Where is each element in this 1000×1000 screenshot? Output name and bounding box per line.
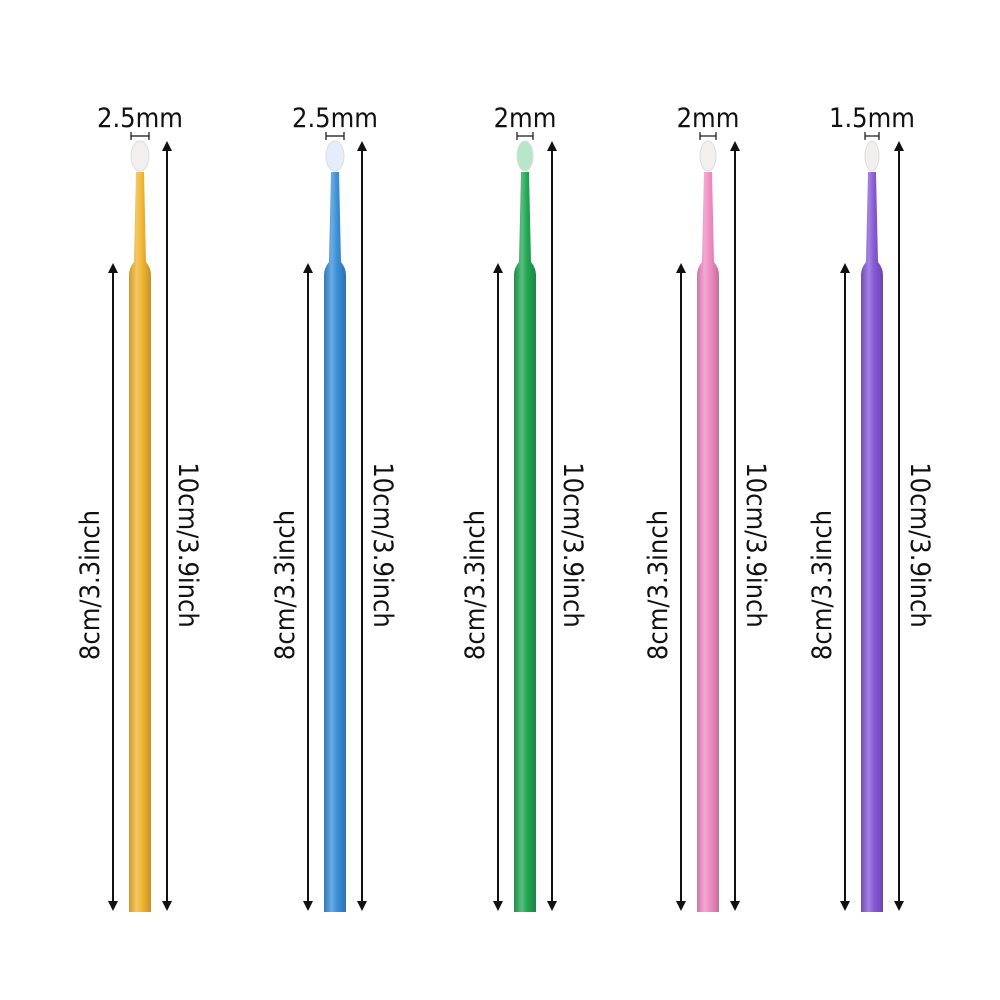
total-length-label: 10cm/3.9inch <box>557 462 588 628</box>
handle-length-label: 8cm/3.3inch <box>75 510 106 660</box>
head-width-label: 2.5mm <box>292 103 378 134</box>
handle-length-label: 8cm/3.3inch <box>643 510 674 660</box>
brush-tip <box>325 140 345 172</box>
brush-group: 2mm 8cm/3.3inch 10cm/3.9inch <box>460 103 588 912</box>
brush-handle <box>129 172 151 912</box>
brush-handle <box>697 172 719 912</box>
head-width-label: 1.5mm <box>829 103 915 134</box>
brush-group: 1.5mm 8cm/3.3inch 10cm/3.9inch <box>807 103 935 912</box>
head-width-label: 2mm <box>677 103 740 134</box>
brush-tip <box>864 140 880 172</box>
brush-handle <box>324 172 346 912</box>
head-width-label: 2.5mm <box>97 103 183 134</box>
brush-group: 2.5mm 8cm/3.3inch 10cm/3.9inch <box>270 103 398 912</box>
brush-tip <box>516 140 534 172</box>
brush-tip <box>699 140 717 172</box>
brush-group: 2.5mm 8cm/3.3inch 10cm/3.9inch <box>75 103 203 912</box>
handle-length-label: 8cm/3.3inch <box>807 510 838 660</box>
total-length-label: 10cm/3.9inch <box>904 462 935 628</box>
brush-handle <box>861 172 883 912</box>
handle-length-label: 8cm/3.3inch <box>460 510 491 660</box>
total-length-label: 10cm/3.9inch <box>172 462 203 628</box>
total-length-label: 10cm/3.9inch <box>367 462 398 628</box>
head-width-label: 2mm <box>494 103 557 134</box>
brush-handle <box>514 172 536 912</box>
brush-tip <box>130 140 150 172</box>
handle-length-label: 8cm/3.3inch <box>270 510 301 660</box>
brush-group: 2mm 8cm/3.3inch 10cm/3.9inch <box>643 103 771 912</box>
total-length-label: 10cm/3.9inch <box>740 462 771 628</box>
